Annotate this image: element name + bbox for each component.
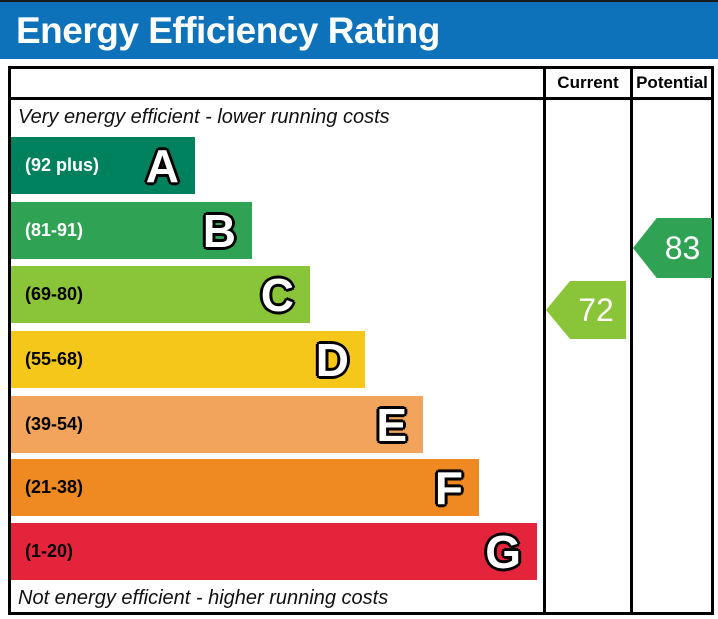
band-range-label: (21-38) bbox=[25, 477, 84, 497]
band-letter: A bbox=[145, 139, 179, 192]
current-rating-arrow: 72 bbox=[546, 281, 626, 339]
column-divider-potential bbox=[630, 69, 633, 612]
band-range-label: (55-68) bbox=[25, 349, 84, 369]
band-row-a: (92 plus) A bbox=[11, 137, 195, 194]
band-row-b: (81-91) B bbox=[11, 202, 252, 259]
top-note: Very energy efficient - lower running co… bbox=[18, 106, 390, 128]
band-range-label: (92 plus) bbox=[25, 155, 100, 175]
page-title: Energy Efficiency Rating bbox=[16, 9, 440, 51]
band-letter: D bbox=[315, 333, 349, 386]
band-letter: B bbox=[202, 204, 236, 257]
potential-rating-arrow: 83 bbox=[633, 218, 712, 278]
band-letter: C bbox=[260, 268, 294, 321]
current-rating-value: 72 bbox=[578, 291, 614, 328]
band-row-g: (1-20) G bbox=[11, 523, 537, 580]
band-row-c: (69-80) C bbox=[11, 266, 310, 323]
header-divider bbox=[11, 97, 711, 100]
band-letter: E bbox=[376, 398, 407, 451]
bottom-note: Not energy efficient - higher running co… bbox=[18, 587, 389, 609]
band-row-e: (39-54) E bbox=[11, 396, 423, 453]
band-letter: G bbox=[485, 525, 521, 578]
band-range-label: (81-91) bbox=[25, 220, 84, 240]
band-range-label: (69-80) bbox=[25, 284, 84, 304]
band-letter: F bbox=[434, 461, 463, 514]
potential-rating-value: 83 bbox=[664, 229, 701, 266]
column-header-current: Current bbox=[557, 73, 619, 92]
band-range-label: (39-54) bbox=[25, 414, 84, 434]
rating-table: Current Potential Very energy efficient … bbox=[8, 66, 714, 615]
band-range-label: (1-20) bbox=[25, 541, 74, 561]
top-border-line bbox=[0, 0, 718, 2]
title-bar: Energy Efficiency Rating bbox=[0, 2, 718, 59]
band-row-f: (21-38) F bbox=[11, 459, 479, 516]
band-row-d: (55-68) D bbox=[11, 331, 365, 388]
column-divider-current bbox=[543, 69, 546, 612]
column-header-potential: Potential bbox=[636, 73, 708, 92]
